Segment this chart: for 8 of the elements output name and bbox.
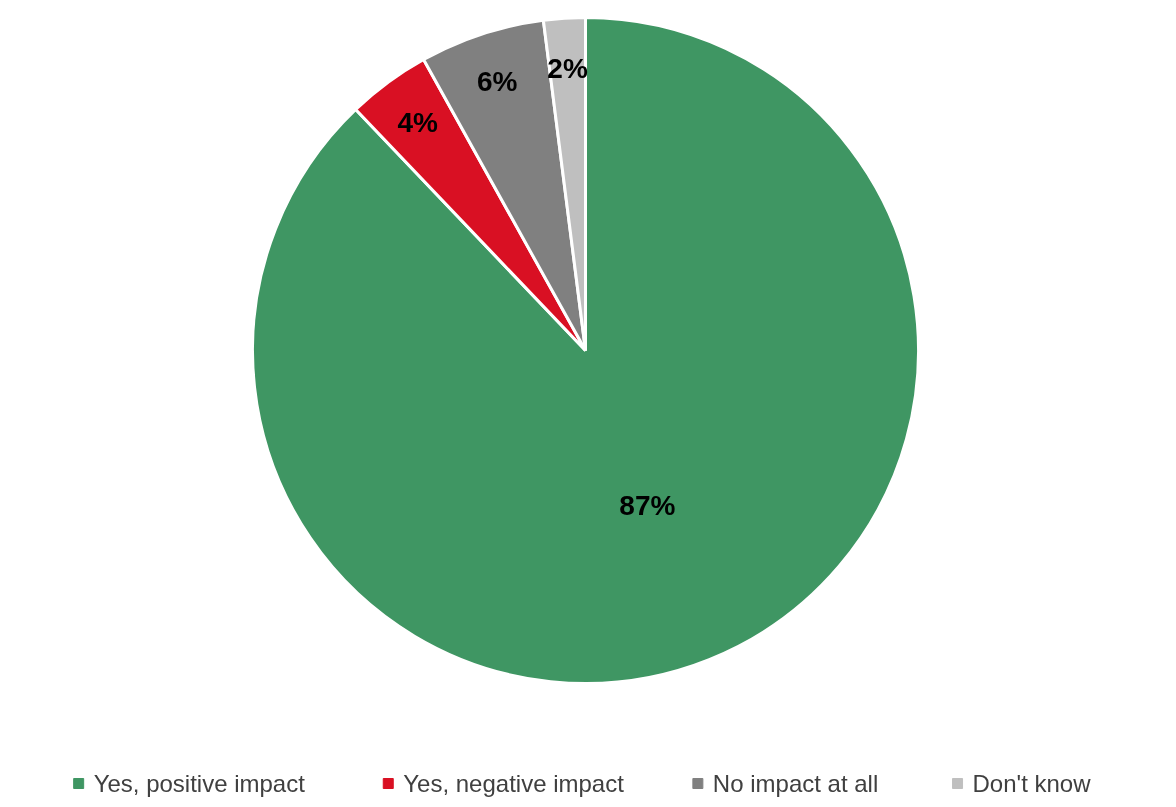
data-label: 4% [397, 107, 439, 139]
data-label: 6% [476, 66, 518, 98]
legend-label: No impact at all [712, 770, 879, 797]
legend-label: Yes, negative impact [403, 770, 625, 797]
legend-label: Don't know [972, 770, 1092, 797]
data-label: 2% [547, 52, 588, 84]
legend-label: Yes, positive impact [93, 770, 306, 797]
data-label: 87% [619, 489, 676, 521]
